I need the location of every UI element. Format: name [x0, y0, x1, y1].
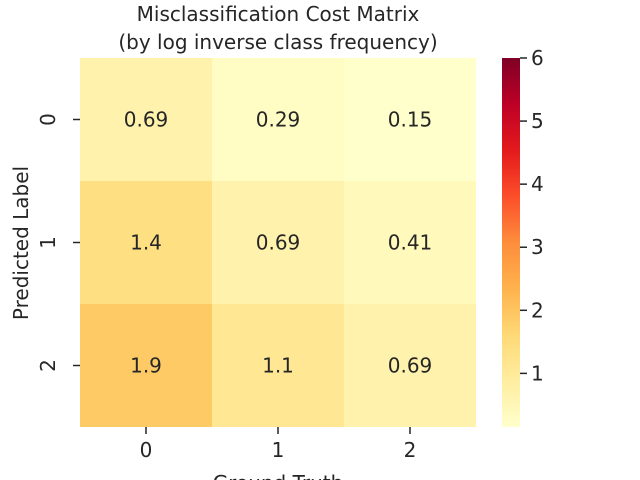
cell-value-label: 0.41: [388, 231, 433, 255]
y-tick-label: 0: [36, 113, 60, 126]
chart-title-line-1: Misclassification Cost Matrix: [137, 2, 420, 26]
heatmap-cell: [344, 304, 476, 427]
heatmap-cell: [344, 58, 476, 181]
heatmap-cell: [80, 58, 212, 181]
colorbar-tick-label: 5: [531, 109, 544, 133]
y-axis-ticks: 0 1 2: [36, 113, 80, 372]
cell-value-label: 0.15: [388, 108, 433, 132]
x-tick-label: 1: [272, 438, 285, 462]
x-tick-label: 2: [404, 438, 417, 462]
y-tick-label: 1: [36, 236, 60, 249]
colorbar: 1 2 3 4 5 6: [502, 46, 544, 427]
cell-value-label: 1.1: [262, 354, 294, 378]
heatmap-cell: [344, 181, 476, 304]
colorbar-tick-label: 2: [531, 298, 544, 322]
cell-value-label: 0.69: [256, 231, 301, 255]
x-axis-ticks: 0 1 2: [140, 427, 417, 462]
chart-title-line-2: (by log inverse class frequency): [118, 30, 437, 54]
y-tick-label: 2: [36, 359, 60, 372]
x-axis-label: Ground Truth: [213, 471, 344, 480]
x-tick-label: 0: [140, 438, 153, 462]
colorbar-tick-label: 1: [531, 361, 544, 385]
heatmap-cells: 0.69 0.29 0.15 1.4 0.69 0.41 1.9 1.1 0.69: [80, 58, 476, 427]
colorbar-tick-label: 3: [531, 235, 544, 259]
cell-value-label: 0.29: [256, 108, 301, 132]
cell-value-label: 1.9: [130, 354, 162, 378]
heatmap-cell: [212, 58, 344, 181]
colorbar-tick-label: 4: [531, 172, 544, 196]
cell-value-label: 0.69: [388, 354, 433, 378]
y-axis-label: Predicted Label: [9, 166, 33, 320]
cell-value-label: 0.69: [124, 108, 169, 132]
colorbar-gradient: [502, 58, 520, 427]
colorbar-tick-label: 6: [531, 46, 544, 70]
cell-value-label: 1.4: [130, 231, 162, 255]
heatmap-cell: [212, 304, 344, 427]
heatmap-cell: [80, 181, 212, 304]
heatmap-cell: [80, 304, 212, 427]
heatmap-cell: [212, 181, 344, 304]
